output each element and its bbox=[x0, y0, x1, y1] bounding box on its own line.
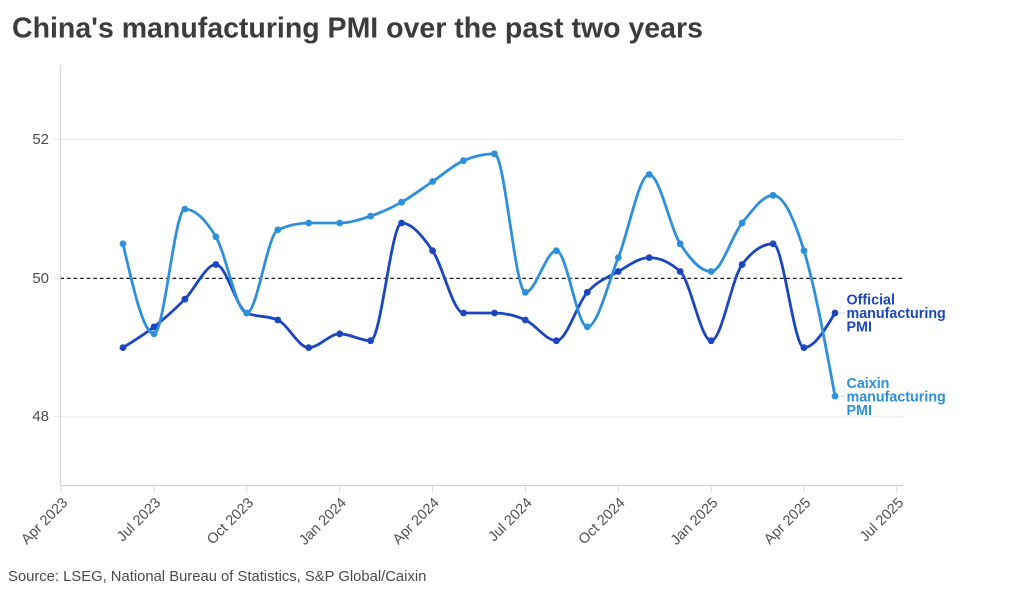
svg-text:manufacturing: manufacturing bbox=[847, 390, 946, 406]
svg-text:China's manufacturing PMI over: China's manufacturing PMI over the past … bbox=[12, 13, 703, 45]
svg-text:48: 48 bbox=[32, 408, 49, 425]
svg-text:50: 50 bbox=[32, 270, 49, 287]
svg-text:Caixin: Caixin bbox=[847, 376, 890, 392]
svg-text:52: 52 bbox=[32, 131, 49, 148]
svg-text:manufacturing: manufacturing bbox=[847, 306, 946, 322]
svg-text:PMI: PMI bbox=[847, 319, 872, 335]
svg-text:Official: Official bbox=[847, 293, 895, 309]
svg-text:Source: LSEG, National Bureau: Source: LSEG, National Bureau of Statist… bbox=[8, 569, 426, 585]
svg-text:PMI: PMI bbox=[847, 403, 872, 419]
